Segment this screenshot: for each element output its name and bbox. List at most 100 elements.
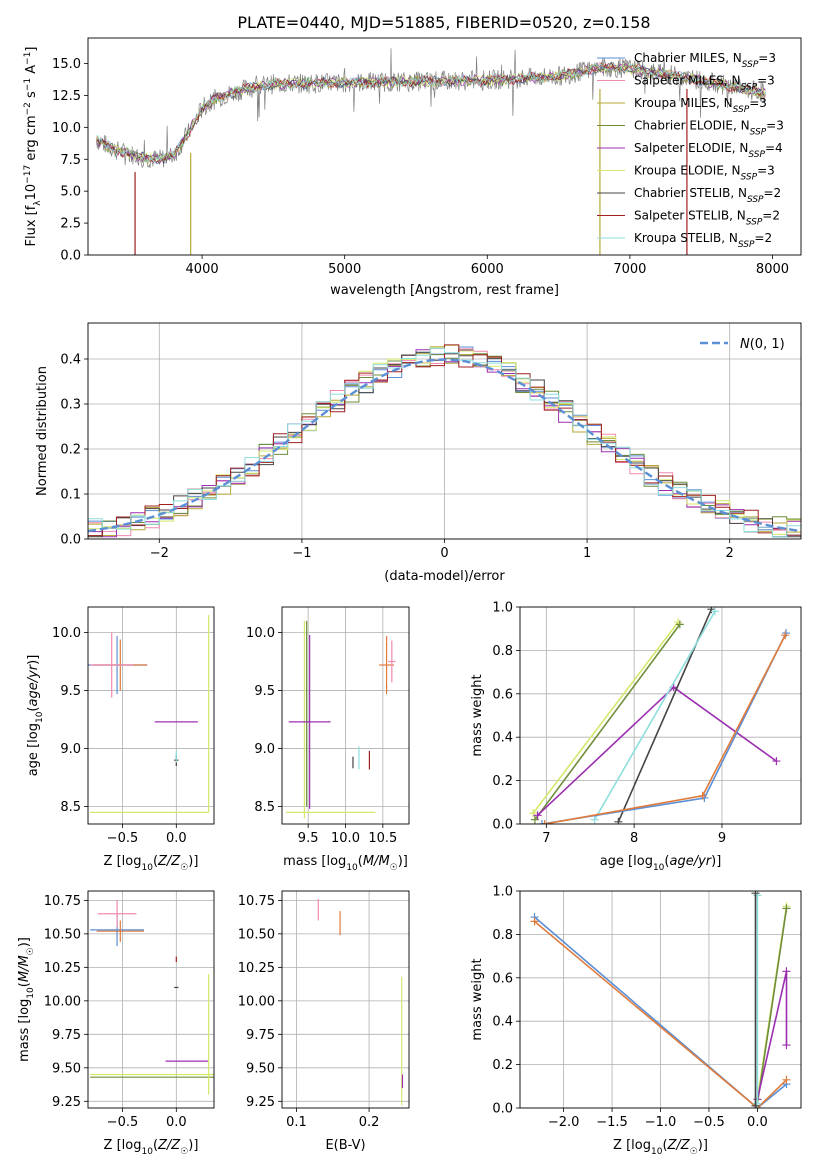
label-part: 10 xyxy=(651,1147,663,1157)
label-part: 10 xyxy=(24,184,39,201)
x-tick-label: −1 xyxy=(292,546,311,561)
plot-area xyxy=(88,323,801,539)
plot-area xyxy=(282,607,409,824)
label-part: ] xyxy=(24,47,39,52)
x-tick-label: −0.5 xyxy=(107,831,139,846)
x-tick-label: 9.5 xyxy=(298,831,319,846)
label-part: ( xyxy=(664,854,669,869)
x-axis-label: Z [log10(Z/Z☉)] xyxy=(104,1138,199,1157)
label-part: Salpeter STELIB, N xyxy=(634,209,746,223)
series-marker xyxy=(751,1101,760,1108)
label-part: =3 xyxy=(766,119,784,133)
legend: N(0, 1) xyxy=(700,337,785,352)
label-part: Salpeter ELODIE, N xyxy=(634,141,748,155)
label-part: −1 xyxy=(23,52,33,65)
label-part: =3 xyxy=(757,164,775,178)
plot-area xyxy=(520,891,801,1108)
y-tick-label: 0.6 xyxy=(492,687,513,702)
x-tick-label: 0.0 xyxy=(166,831,187,846)
label-part: 10 xyxy=(141,863,153,873)
plot-area xyxy=(88,891,214,1108)
y-tick-label: 10.75 xyxy=(44,894,81,909)
label-part: =3 xyxy=(749,96,767,110)
label-part: age/yr xyxy=(669,854,712,869)
label-part: 10 xyxy=(35,711,45,723)
y-tick-label: 0.4 xyxy=(60,353,81,368)
y-tick-label: 10.00 xyxy=(238,994,275,1009)
label-part: Flux [f xyxy=(24,205,39,246)
label-part: SSP xyxy=(746,218,763,228)
label-part: ☉ xyxy=(180,863,188,873)
label-part: s xyxy=(24,91,39,102)
series-marker xyxy=(590,815,599,824)
x-tick-label: 0.1 xyxy=(286,1115,307,1130)
label-part: )] xyxy=(17,937,32,947)
series-marker xyxy=(530,917,539,926)
legend-entry: Salpeter ELODIE, NSSP=4 xyxy=(634,141,783,160)
y-tick-label: 9.0 xyxy=(60,742,81,757)
label-part: mass [log xyxy=(283,854,346,869)
y-tick-label: 9.50 xyxy=(52,1061,81,1076)
label-part: 10 xyxy=(653,863,665,873)
model-line xyxy=(96,63,766,163)
label-part: A xyxy=(24,65,39,78)
label-part: 10 xyxy=(26,987,36,999)
x-axis-label: wavelength [Angstrom, rest frame] xyxy=(330,283,559,298)
y-tick-label: 10.25 xyxy=(238,961,275,976)
y-tick-label: 0.8 xyxy=(492,928,513,943)
x-tick-label: 7000 xyxy=(613,262,646,277)
series-line xyxy=(533,920,788,1108)
panel-massweight-vs-age: 7 8 9 0.0 0.2 0.4 0.6 0.8 1.0 age [log10(age/yr)]… xyxy=(470,601,802,873)
label-part: SSP xyxy=(748,150,765,160)
y-tick-label: 9.75 xyxy=(246,1028,275,1043)
x-tick-label: 8000 xyxy=(756,262,789,277)
series-marker xyxy=(533,811,542,820)
series-marker xyxy=(530,815,539,824)
figure-title: PLATE=0440, MJD=51885, FIBERID=0520, z=0… xyxy=(237,13,650,32)
label-part: N xyxy=(740,337,750,352)
label-part: SSP xyxy=(742,60,759,70)
panel-mass-vs-Z: −0.5 0.0 9.25 9.50 9.75 10.00 10.25 10.50 10.75 Z… xyxy=(17,890,215,1157)
label-part: Z/Z xyxy=(667,1138,691,1153)
label-part: SSP xyxy=(741,83,758,93)
label-part: Chabrier STELIB, N xyxy=(634,186,747,200)
y-tick-label: 1.0 xyxy=(492,885,513,900)
series-marker xyxy=(751,891,760,898)
y-tick-label: 1.0 xyxy=(492,601,513,616)
label-part: Kroupa MILES, N xyxy=(634,96,733,110)
series-marker xyxy=(782,1041,791,1050)
series-line xyxy=(544,634,786,824)
label-part: ( xyxy=(662,1138,667,1153)
label-part: =2 xyxy=(754,231,772,245)
series-marker xyxy=(698,791,707,800)
series-line xyxy=(537,686,777,816)
y-tick-label: 0.3 xyxy=(60,398,81,413)
plot-area xyxy=(88,607,214,824)
x-tick-label: 10.0 xyxy=(331,831,360,846)
label-part: age [log xyxy=(26,723,41,776)
x-tick-label: 0.0 xyxy=(747,1115,768,1130)
label-part: 10 xyxy=(346,863,358,873)
x-axis-label: mass [log10(M/M☉)] xyxy=(283,854,408,873)
legend-entry: N(0, 1) xyxy=(740,337,785,352)
x-tick-label: 5000 xyxy=(328,262,361,277)
x-tick-label: 2 xyxy=(726,546,734,561)
label-part: Kroupa ELODIE, N xyxy=(634,164,741,178)
x-tick-label: 0.0 xyxy=(166,1115,187,1130)
series-marker xyxy=(537,820,546,824)
series-marker xyxy=(781,631,790,640)
label-part: Chabrier MILES, N xyxy=(634,51,742,65)
plot-area xyxy=(282,891,409,1108)
label-part: SSP xyxy=(750,128,767,138)
label-part: )] xyxy=(398,854,408,869)
series-marker xyxy=(540,820,549,824)
y-tick-label: 0.2 xyxy=(492,774,513,789)
y-tick-label: 0.4 xyxy=(492,1015,513,1030)
y-tick-label: 10.25 xyxy=(44,961,81,976)
x-tick-label: 0.2 xyxy=(359,1115,380,1130)
legend-entry: Salpeter STELIB, NSSP=2 xyxy=(634,209,780,228)
label-part: )] xyxy=(26,655,41,665)
y-tick-label: 2.5 xyxy=(60,217,81,232)
label-part: Z [log xyxy=(104,1138,142,1153)
